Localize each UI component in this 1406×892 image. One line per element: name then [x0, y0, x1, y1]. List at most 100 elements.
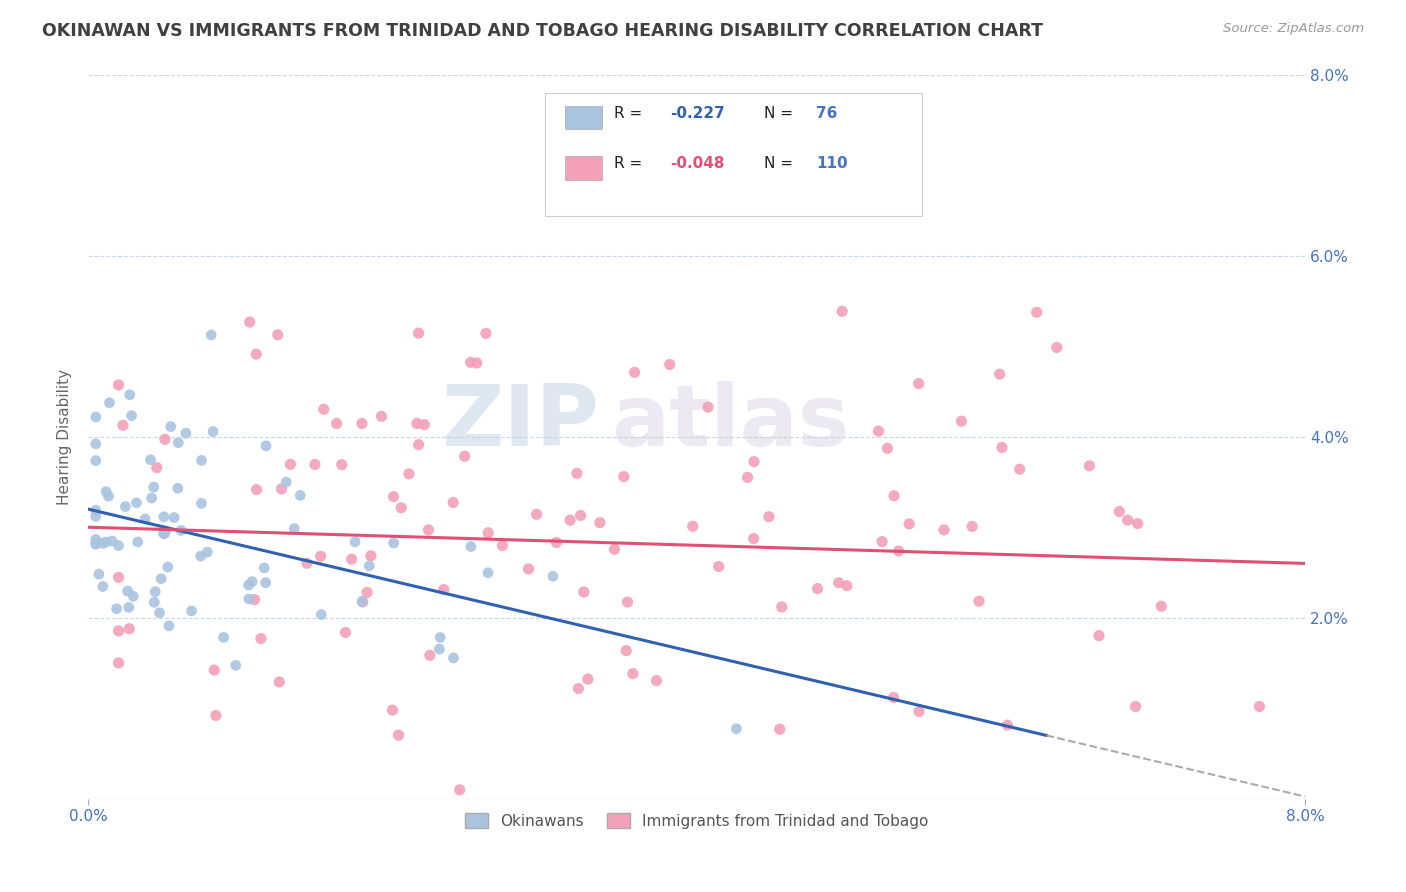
Point	[406, 417, 429, 431]
Point	[1088, 629, 1111, 643]
Bar	[565, 156, 602, 179]
Point	[382, 536, 405, 550]
Point	[84, 410, 107, 425]
Point	[269, 674, 291, 689]
Point	[134, 512, 156, 526]
Point	[460, 540, 482, 554]
Legend: Okinawans, Immigrants from Trinidad and Tobago: Okinawans, Immigrants from Trinidad and …	[458, 806, 935, 835]
Point	[309, 607, 332, 622]
Point	[770, 599, 793, 614]
Point	[883, 489, 905, 503]
Point	[359, 558, 381, 573]
Point	[565, 467, 588, 481]
Point	[1025, 305, 1047, 319]
Point	[517, 562, 540, 576]
Point	[304, 458, 326, 472]
Point	[352, 594, 374, 608]
Point	[616, 595, 638, 609]
Point	[828, 575, 851, 590]
Point	[107, 539, 129, 553]
Point	[118, 388, 141, 402]
Point	[950, 414, 973, 428]
Point	[413, 417, 436, 432]
Point	[737, 470, 759, 484]
Point	[84, 437, 107, 451]
Point	[117, 584, 139, 599]
Point	[107, 624, 129, 638]
Point	[477, 525, 499, 540]
Point	[697, 400, 720, 414]
Point	[623, 365, 645, 379]
Point	[1116, 513, 1139, 527]
Point	[167, 435, 190, 450]
Point	[707, 559, 730, 574]
Point	[381, 703, 404, 717]
Point	[408, 437, 430, 451]
Point	[111, 418, 134, 433]
Point	[91, 536, 114, 550]
Point	[190, 453, 212, 467]
Text: -0.048: -0.048	[669, 156, 724, 171]
Point	[143, 584, 166, 599]
Point	[153, 433, 176, 447]
Point	[883, 690, 905, 705]
Point	[107, 378, 129, 392]
Point	[758, 509, 780, 524]
Point	[174, 426, 197, 441]
Point	[835, 579, 858, 593]
Point	[429, 642, 451, 657]
Point	[589, 516, 612, 530]
Text: R =: R =	[614, 105, 647, 120]
Point	[170, 524, 193, 538]
Point	[352, 595, 374, 609]
Point	[1046, 341, 1069, 355]
Point	[127, 535, 149, 549]
Point	[429, 631, 451, 645]
Point	[243, 592, 266, 607]
Point	[202, 425, 225, 439]
Point	[419, 648, 441, 663]
Point	[190, 549, 212, 563]
Point	[340, 552, 363, 566]
Point	[84, 537, 107, 551]
Point	[742, 532, 765, 546]
Point	[142, 480, 165, 494]
Point	[253, 561, 276, 575]
Point	[157, 619, 180, 633]
Point	[312, 402, 335, 417]
Point	[94, 484, 117, 499]
Point	[453, 449, 475, 463]
Point	[742, 455, 765, 469]
Point	[153, 526, 176, 541]
Point	[225, 658, 247, 673]
Point	[870, 534, 893, 549]
Point	[967, 594, 990, 608]
Point	[84, 503, 107, 517]
Point	[541, 569, 564, 583]
Point	[382, 490, 405, 504]
Point	[97, 489, 120, 503]
Point	[238, 578, 260, 592]
Point	[1078, 458, 1101, 473]
Point	[613, 469, 636, 483]
Point	[107, 570, 129, 584]
Point	[94, 535, 117, 549]
Point	[280, 458, 302, 472]
Point	[1150, 599, 1173, 614]
Point	[441, 495, 464, 509]
Text: N =: N =	[763, 105, 797, 120]
Point	[831, 304, 853, 318]
Point	[240, 574, 263, 589]
Point	[290, 488, 312, 502]
Point	[121, 409, 143, 423]
Point	[141, 491, 163, 505]
Point	[658, 358, 681, 372]
Point	[433, 582, 456, 597]
Point	[295, 556, 318, 570]
Point	[682, 519, 704, 533]
Point	[960, 519, 983, 533]
Point	[546, 535, 568, 549]
Point	[1249, 699, 1271, 714]
Point	[477, 566, 499, 580]
Point	[576, 672, 599, 686]
